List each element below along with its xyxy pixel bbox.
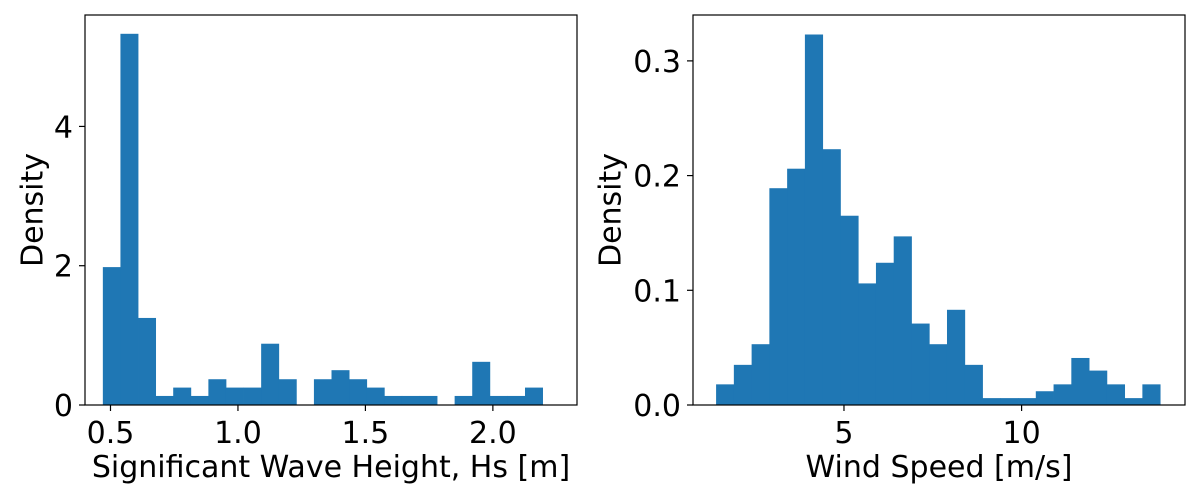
histogram-bar	[946, 309, 966, 405]
histogram-bar	[733, 364, 753, 405]
histogram-bar	[1035, 391, 1054, 405]
y-tick-label: 0.3	[633, 45, 681, 80]
x-tick-label: 2.0	[469, 416, 517, 451]
x-tick-label: 1.0	[214, 416, 262, 451]
x-tick-label: 1.5	[342, 416, 390, 451]
histogram-bar	[278, 379, 297, 405]
chart-wind-speed: 5 10 0.0 0.1 0.2 0.3 Wind Speed [m/s] Density	[594, 14, 1186, 485]
histogram-bar	[1089, 370, 1108, 405]
y-axis-label: Density	[594, 153, 629, 267]
histogram-bar	[804, 34, 824, 405]
histogram-bar	[1000, 398, 1019, 405]
histogram-bar	[261, 343, 280, 405]
y-tick-label: 0	[54, 389, 73, 424]
x-tick-label: 10	[1002, 416, 1040, 451]
x-axis-label: Significant Wave Height, Hs [m]	[92, 450, 570, 485]
histogram-bar	[401, 395, 420, 405]
histogram-bar	[875, 262, 895, 405]
histogram-bar	[155, 395, 174, 405]
histogram-bar	[190, 395, 209, 405]
histogram-bar	[787, 168, 806, 405]
histogram-bar	[716, 384, 735, 405]
histogram-bar	[120, 33, 139, 406]
histogram-bar	[102, 267, 121, 405]
histogram-bar	[313, 379, 332, 405]
histogram-bar	[1018, 398, 1037, 405]
histogram-bar	[964, 364, 983, 405]
histogram-bar	[489, 395, 508, 405]
y-tick-label: 0.0	[633, 389, 681, 424]
histogram-bar	[454, 395, 473, 405]
histogram-bar	[751, 344, 770, 405]
histogram-bar	[893, 236, 912, 405]
y-tick-label: 2	[54, 250, 73, 285]
chart-wave-height: 0.5 1.0 1.5 2.0 0 2 4 Significant Wave Height, …	[16, 14, 578, 485]
histogram-bar	[472, 361, 491, 405]
axes-frame	[84, 14, 578, 406]
histogram-bar	[858, 283, 877, 405]
histogram-bar	[384, 395, 403, 405]
histogram-bar	[840, 215, 859, 405]
histogram-bar	[138, 317, 157, 405]
histogram-bar	[366, 387, 385, 405]
y-tick-label: 0.1	[633, 274, 681, 309]
histogram-bar	[208, 379, 227, 405]
histogram-bar	[524, 387, 543, 405]
y-tick-label: 0.2	[633, 160, 681, 195]
x-tick-label: 0.5	[87, 416, 135, 451]
x-tick-label: 5	[834, 416, 853, 451]
histogram-bar	[243, 387, 262, 405]
y-axis-label: Density	[16, 153, 51, 267]
histogram-bar	[349, 379, 368, 405]
histogram-bar	[769, 188, 788, 405]
x-axis-label: Wind Speed [m/s]	[806, 450, 1073, 485]
histogram-bar	[911, 323, 930, 405]
histogram-bar	[419, 395, 438, 405]
histogram-bar	[1071, 357, 1090, 405]
histogram-bar	[822, 149, 841, 405]
histogram-bar	[929, 344, 948, 405]
histogram-bar	[1106, 384, 1126, 405]
histogram-bar	[225, 387, 244, 405]
y-tick-label: 4	[54, 110, 73, 145]
histogram-bar	[982, 398, 1001, 405]
axes-frame	[692, 14, 1186, 406]
histogram-bar	[507, 395, 526, 405]
histogram-bar	[1124, 398, 1143, 405]
histogram-bar	[173, 387, 192, 405]
histogram-bar	[1053, 384, 1072, 405]
histogram-bar	[1142, 384, 1161, 405]
histogram-bar	[331, 370, 350, 405]
